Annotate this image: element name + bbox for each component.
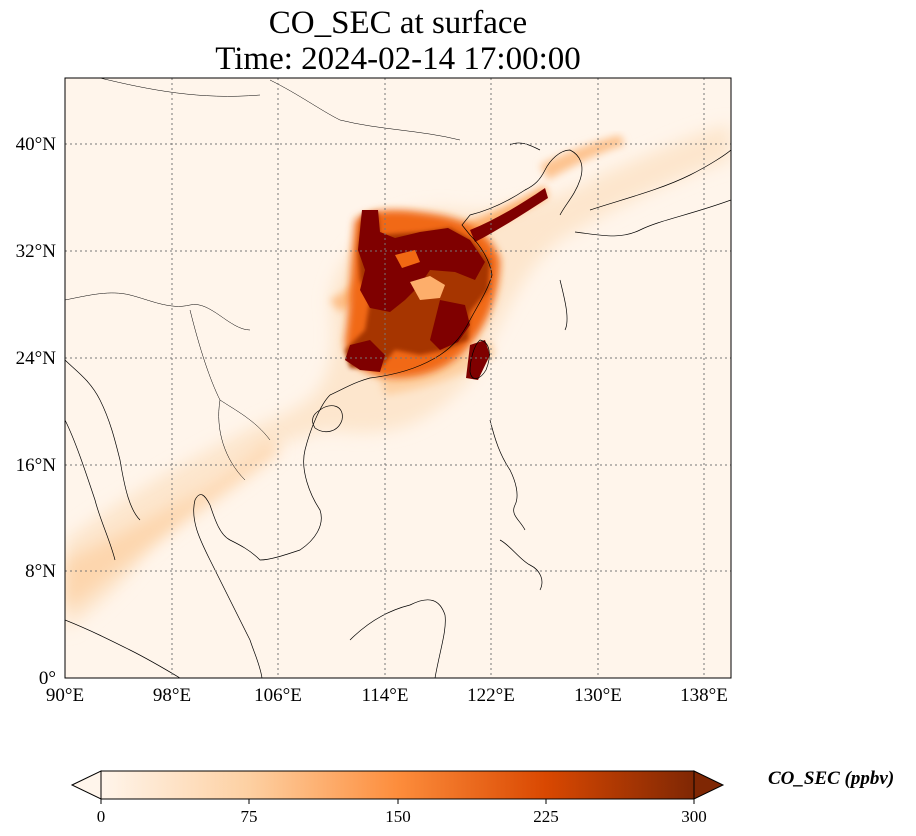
x-tick-label: 90°E bbox=[46, 685, 84, 706]
y-tick-label: 24°N bbox=[16, 348, 57, 369]
x-tick-label: 122°E bbox=[467, 685, 515, 706]
x-tick-label: 138°E bbox=[680, 685, 728, 706]
x-tick-label: 130°E bbox=[574, 685, 622, 706]
x-tick-label: 98°E bbox=[153, 685, 191, 706]
y-tick-label: 40°N bbox=[16, 134, 57, 155]
y-tick-label: 16°N bbox=[16, 455, 57, 476]
x-tick-label: 106°E bbox=[254, 685, 302, 706]
colorbar-gradient bbox=[100, 770, 695, 800]
colorbar-tick-label: 75 bbox=[241, 807, 258, 826]
y-tick-label: 8°N bbox=[25, 561, 56, 582]
colorbar-tick-label: 150 bbox=[385, 807, 411, 826]
y-tick-label: 32°N bbox=[16, 241, 57, 262]
colorbar-tick-label: 225 bbox=[533, 807, 559, 826]
colorbar-label: CO_SEC (ppbv) bbox=[768, 768, 895, 789]
colorbar-tick-label: 300 bbox=[681, 807, 707, 826]
colorbar: 0 75 150 225 300 bbox=[70, 770, 725, 826]
coastlines bbox=[65, 78, 731, 678]
map-subtitle: Time: 2024-02-14 17:00:00 bbox=[215, 41, 581, 77]
colorbar-max-arrow bbox=[693, 770, 725, 800]
gridlines bbox=[65, 78, 731, 678]
y-tick-label: 0° bbox=[39, 668, 56, 689]
colorbar-tick-label: 0 bbox=[97, 807, 106, 826]
map-frame bbox=[64, 77, 732, 679]
map-area bbox=[65, 78, 731, 678]
colorbar-min-arrow bbox=[70, 770, 102, 800]
x-tick-label: 114°E bbox=[362, 685, 409, 706]
map-title: CO_SEC at surface bbox=[268, 5, 528, 41]
